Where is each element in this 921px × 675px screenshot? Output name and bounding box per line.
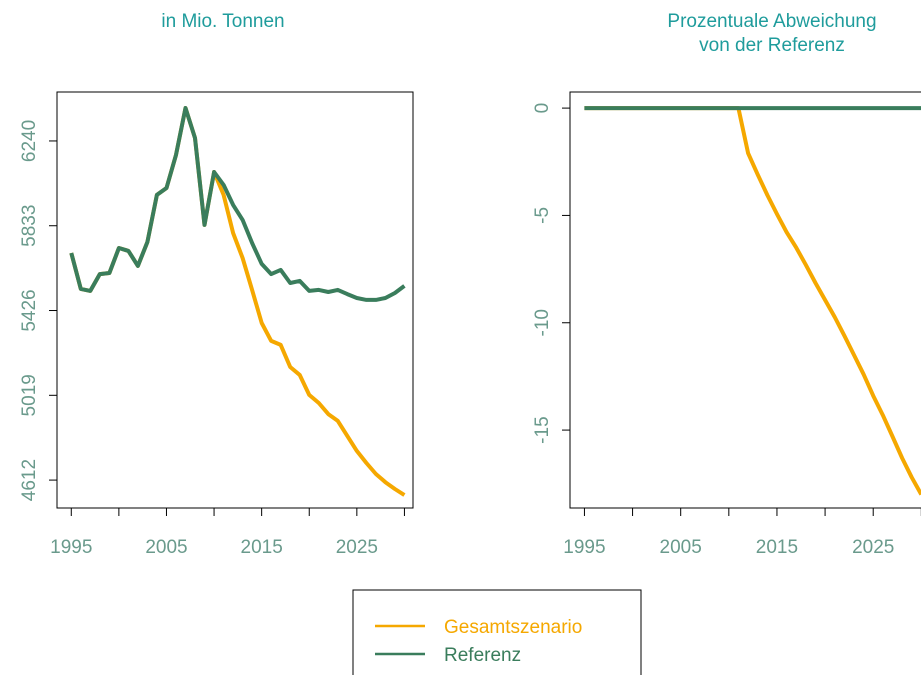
y-tick-label: -5 [532, 207, 553, 224]
y-tick-label: -10 [532, 309, 553, 336]
chart-title: in Mio. Tonnen [161, 11, 284, 32]
data-line [584, 106, 921, 496]
x-tick-label: 2005 [145, 537, 187, 558]
plot-frame [56, 91, 414, 509]
y-tick-label: 5019 [19, 374, 40, 416]
legend-label: Gesamtszenario [444, 617, 582, 638]
y-tick-label: 0 [532, 103, 553, 114]
data-line [69, 106, 406, 302]
x-tick-label: 2005 [660, 537, 702, 558]
x-tick-label: 1995 [563, 537, 605, 558]
x-tick-label: 2015 [241, 537, 283, 558]
x-tick-label: 2025 [336, 537, 378, 558]
data-line [69, 106, 406, 497]
y-tick-label: 6240 [19, 120, 40, 162]
y-tick-label: -15 [532, 416, 553, 443]
x-tick-label: 1995 [50, 537, 92, 558]
y-tick-label: 4612 [19, 459, 40, 501]
chart-title: Prozentuale Abweichung von der Referenz [667, 11, 876, 56]
x-tick-label: 2025 [852, 537, 894, 558]
legend-label: Referenz [444, 645, 521, 666]
y-tick-label: 5426 [19, 289, 40, 331]
x-tick-label: 2015 [756, 537, 798, 558]
legend-box [352, 589, 642, 675]
plot-frame [569, 91, 921, 509]
y-tick-label: 5833 [19, 205, 40, 247]
